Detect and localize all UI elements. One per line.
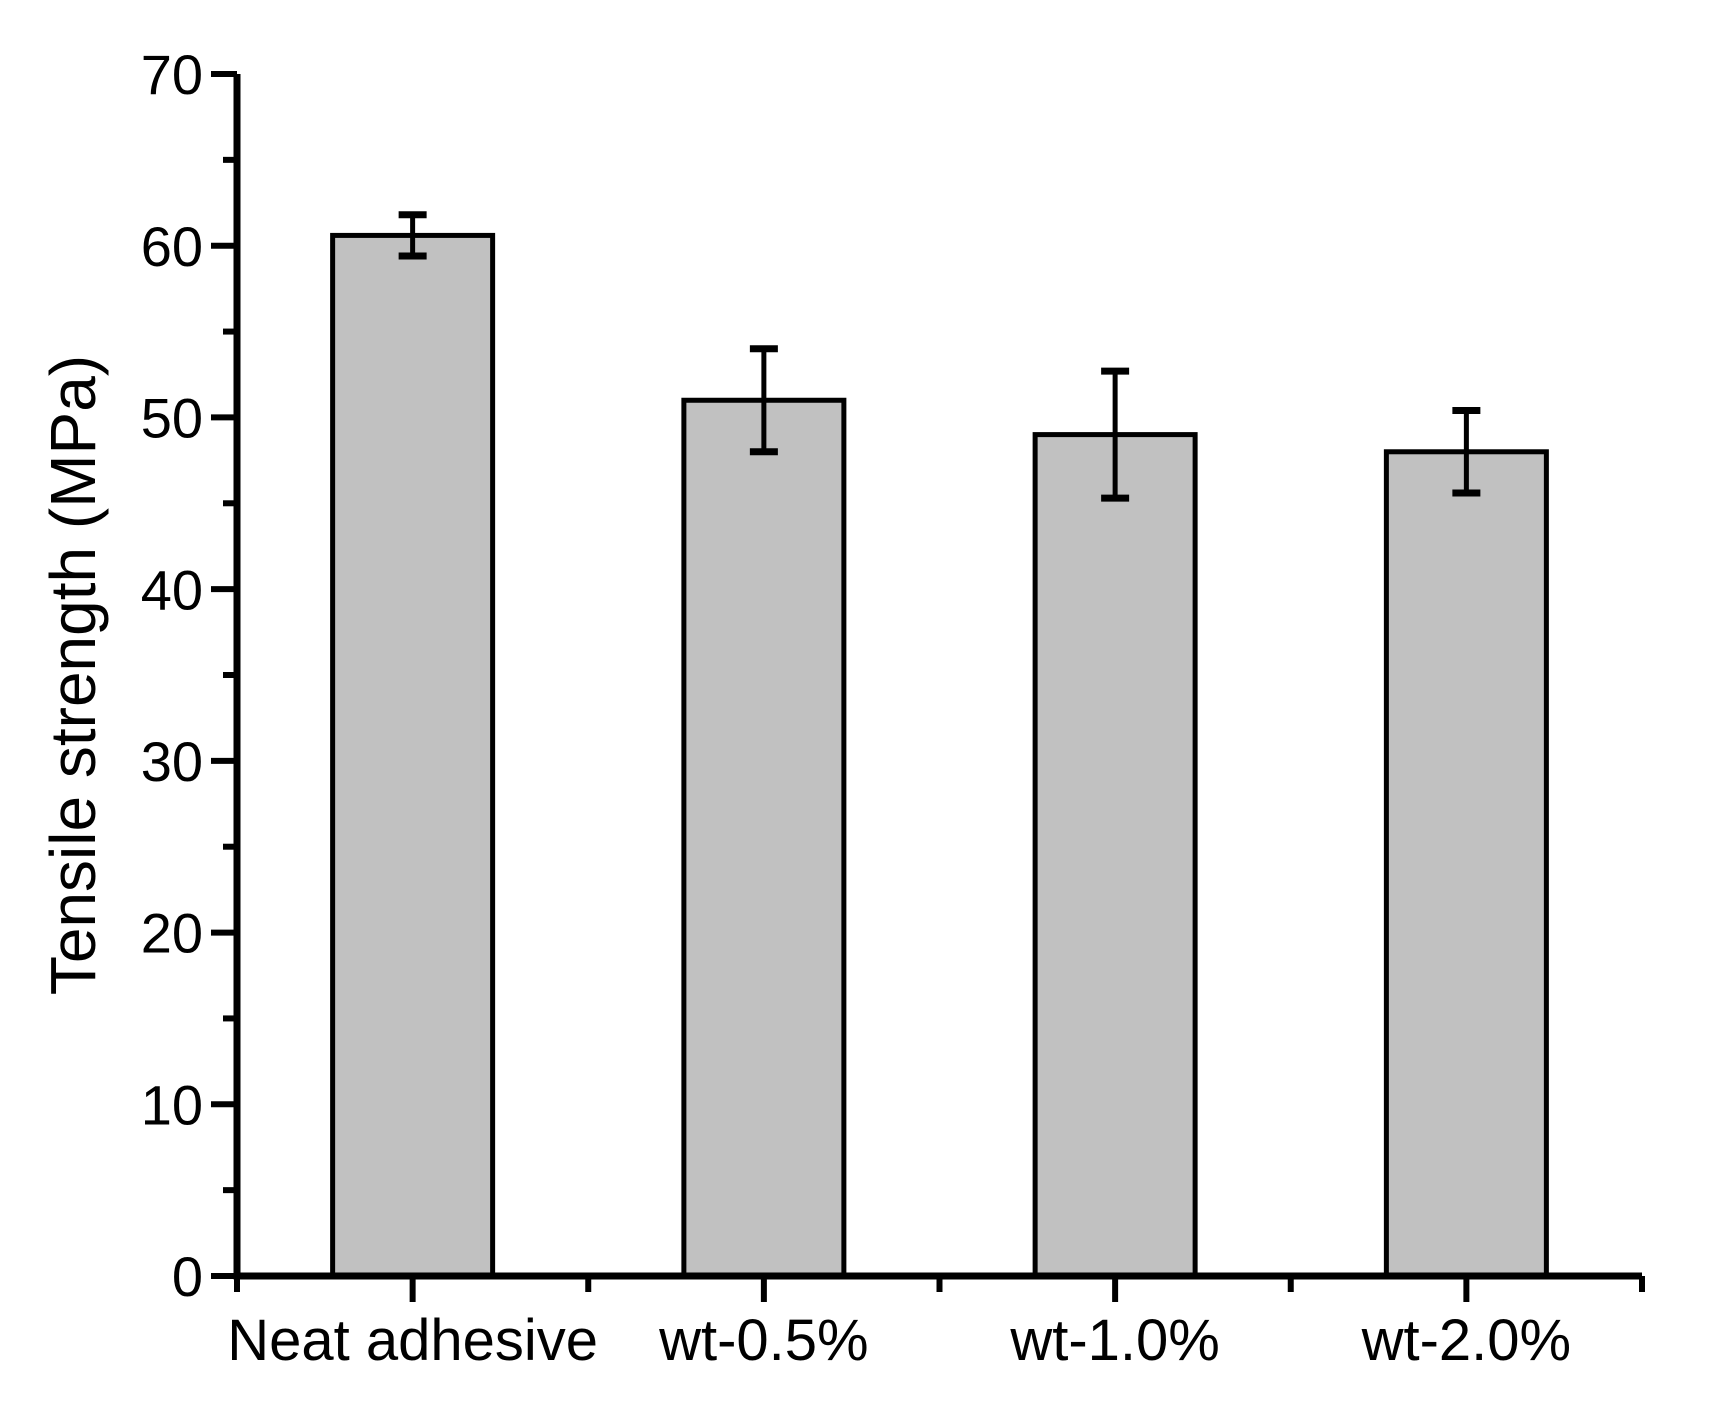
axes-group (211, 71, 1645, 1302)
y-tick-label-10: 10 (141, 1073, 203, 1136)
x-category-label-3: wt-2.0% (1361, 1308, 1572, 1373)
y-tick-label-20: 20 (141, 902, 203, 965)
y-tick-label-70: 70 (141, 43, 203, 106)
y-tick-label-60: 60 (141, 215, 203, 278)
bar-3 (1383, 449, 1549, 1279)
error-bars-group (398, 211, 1481, 502)
y-tick-label-50: 50 (141, 387, 203, 450)
x-category-label-2: wt-1.0% (1009, 1308, 1220, 1373)
bars-group (330, 232, 1549, 1279)
y-tick-label-40: 40 (141, 558, 203, 621)
x-category-label-0: Neat adhesive (227, 1308, 598, 1373)
y-axis-title: Tensile strength (MPa) (37, 355, 109, 995)
x-category-label-1: wt-0.5% (658, 1308, 869, 1373)
y-tick-label-0: 0 (172, 1245, 203, 1308)
bar-2 (1032, 432, 1198, 1279)
y-tick-labels-group: 0 10 20 30 40 50 60 70 (141, 43, 203, 1308)
bar-0 (330, 232, 496, 1279)
bar-1 (681, 397, 847, 1279)
y-tick-label-30: 30 (141, 730, 203, 793)
x-category-labels-group: Neat adhesive wt-0.5% wt-1.0% wt-2.0% (227, 1308, 1571, 1373)
